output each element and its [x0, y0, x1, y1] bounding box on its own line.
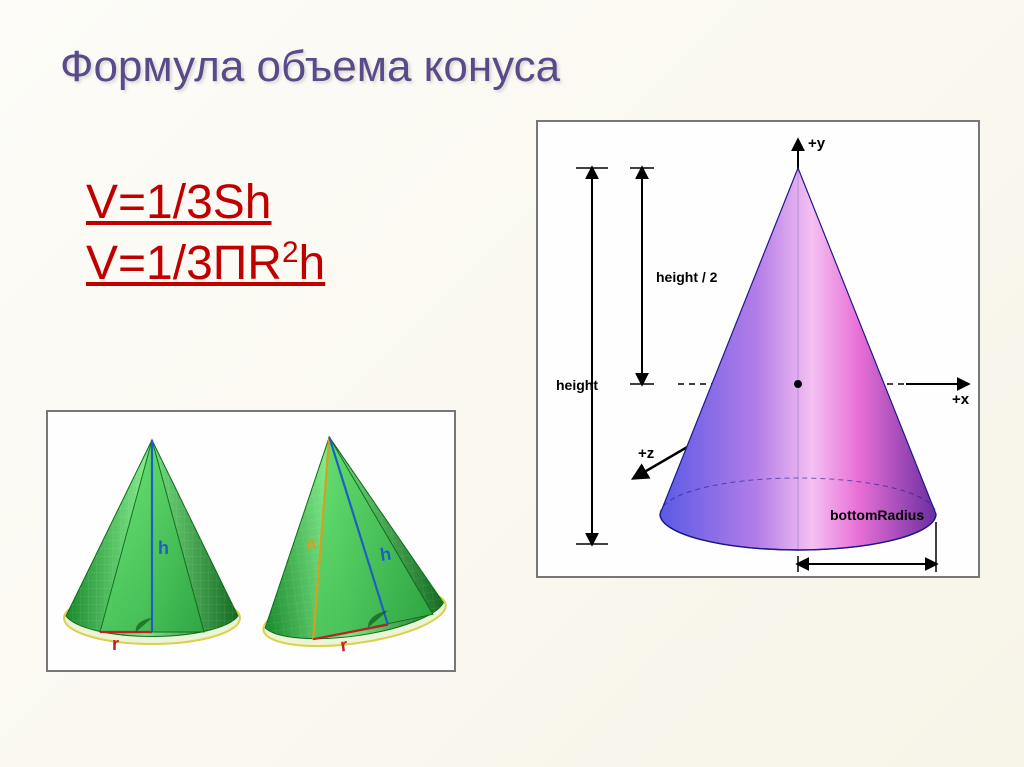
cone-axes-diagram: height height / 2 bottomRadius +y +x +z: [536, 120, 980, 578]
y-axis-label: +y: [808, 135, 826, 152]
half-height-label: height / 2: [656, 269, 718, 285]
bottom-radius-label: bottomRadius: [830, 507, 924, 523]
left-h-label: h: [158, 538, 169, 558]
x-axis-label: +x: [952, 391, 970, 408]
formula-line-2: V=1/3ПR2h: [86, 233, 325, 294]
height-label: height: [556, 377, 598, 393]
right-cone: a h r: [238, 424, 451, 665]
formula-block: V=1/3Sh V=1/3ПR2h: [86, 172, 325, 295]
z-axis-label: +z: [638, 445, 654, 462]
formula-line-1: V=1/3Sh: [86, 172, 325, 233]
left-r-label: r: [112, 634, 119, 654]
left-cone: h r: [64, 440, 240, 654]
slide-title: Формула объема конуса: [60, 42, 560, 92]
green-cones-diagram: h r a h r: [46, 410, 456, 672]
slide: Формула объема конуса V=1/3Sh V=1/3ПR2h: [0, 0, 1024, 767]
